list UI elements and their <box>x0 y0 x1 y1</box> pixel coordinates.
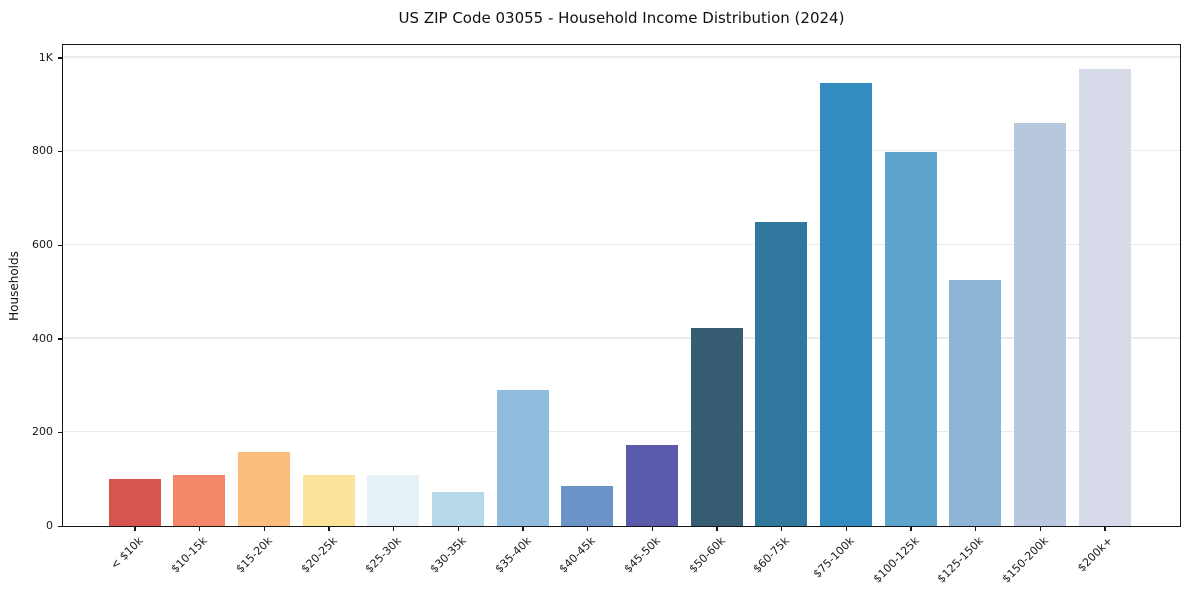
x-tick-label: $150-200k <box>999 533 1051 586</box>
bar <box>108 479 161 526</box>
x-tick-mark <box>134 527 136 531</box>
x-tick-label: $200k+ <box>1075 533 1116 574</box>
x-tick-mark <box>263 527 266 531</box>
x-tick-label: $30-35k <box>427 533 469 576</box>
x-tick-label: $25-30k <box>362 533 405 576</box>
y-tick-mark <box>57 150 62 153</box>
y-tick-mark <box>57 525 62 527</box>
x-tick-mark <box>974 527 977 531</box>
bar <box>690 327 743 526</box>
x-tick-mark <box>586 527 589 531</box>
x-tick-label: $75-100k <box>810 533 857 581</box>
y-tick-mark <box>57 338 62 340</box>
y-tick-label: 400 <box>32 331 53 345</box>
x-tick-mark <box>780 527 783 531</box>
bar <box>431 492 484 526</box>
x-tick-label: $100-125k <box>870 533 922 586</box>
y-axis-label: Households <box>7 250 21 321</box>
y-tick-mark <box>57 431 62 434</box>
x-tick-mark <box>1104 527 1106 531</box>
x-tick-mark <box>1039 527 1042 531</box>
x-tick-label: $125-150k <box>935 533 987 586</box>
bar <box>367 475 420 526</box>
bar <box>302 474 355 526</box>
y-tick-label: 1K <box>38 50 53 64</box>
x-tick-label: $40-45k <box>556 533 599 576</box>
bar <box>496 389 549 526</box>
x-tick-label: $45-50k <box>621 533 663 576</box>
x-tick-mark <box>910 527 912 531</box>
x-tick-mark <box>845 527 848 531</box>
x-tick-label: $20-25k <box>298 533 340 576</box>
bar <box>237 452 290 526</box>
x-tick-mark <box>198 527 201 531</box>
x-tick-label: < $10k <box>107 533 146 572</box>
gridline <box>63 149 1180 152</box>
y-tick-label: 200 <box>32 425 53 439</box>
bar <box>1013 123 1066 526</box>
gridline <box>63 56 1180 58</box>
x-tick-mark <box>457 527 460 531</box>
bar <box>625 445 678 526</box>
gridline <box>63 243 1180 246</box>
x-tick-mark <box>392 527 395 531</box>
bar <box>561 486 614 526</box>
x-tick-mark <box>328 527 330 531</box>
x-tick-mark <box>716 527 718 531</box>
y-tick-mark <box>57 244 62 246</box>
x-tick-mark <box>522 527 524 531</box>
bar <box>819 82 872 526</box>
x-tick-label: $50-60k <box>686 533 728 576</box>
x-tick-label: $60-75k <box>750 533 793 576</box>
x-tick-label: $35-40k <box>492 533 534 576</box>
gridline <box>63 337 1180 339</box>
bar <box>884 151 937 526</box>
bar <box>1078 68 1131 526</box>
y-tick-mark <box>57 57 62 59</box>
bar <box>755 222 808 526</box>
x-tick-label: $15-20k <box>233 533 275 576</box>
x-tick-mark <box>651 527 654 531</box>
bar <box>949 279 1002 526</box>
y-tick-label: 0 <box>46 519 53 533</box>
chart-title: US ZIP Code 03055 - Household Income Dis… <box>398 9 845 27</box>
y-tick-label: 800 <box>32 144 53 158</box>
plot-area <box>62 44 1181 527</box>
bar <box>173 475 226 526</box>
y-tick-label: 600 <box>32 238 53 252</box>
x-tick-label: $10-15k <box>168 533 211 576</box>
gridline <box>63 430 1180 433</box>
